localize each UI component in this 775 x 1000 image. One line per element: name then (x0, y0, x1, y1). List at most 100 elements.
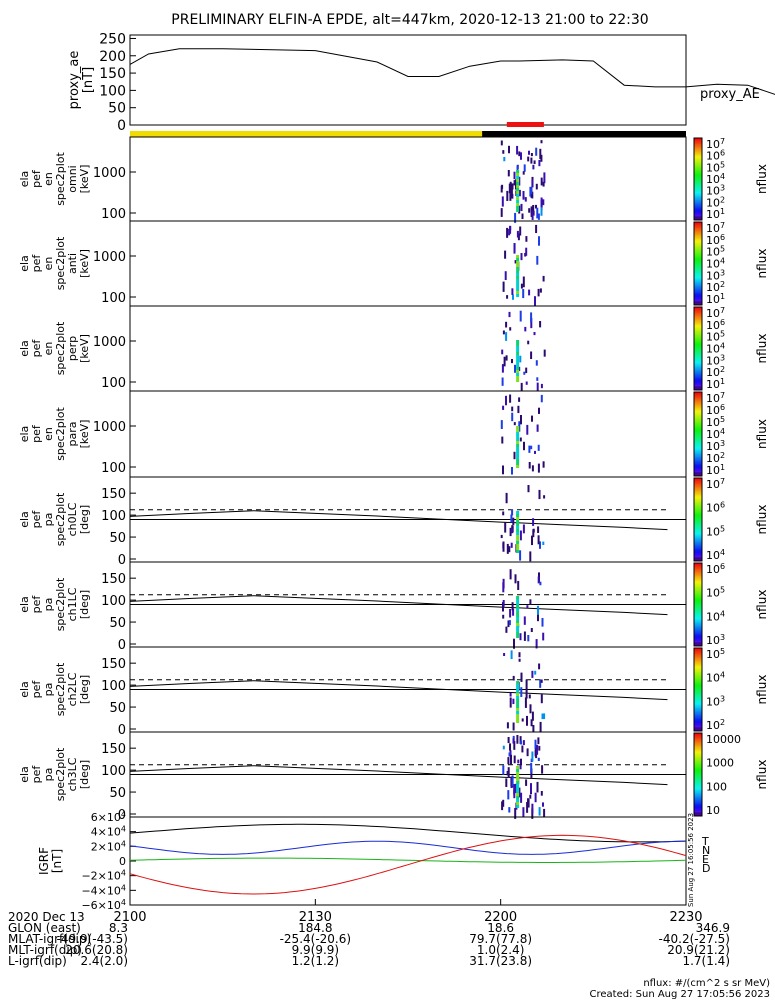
spectrogram-pixel (523, 371, 526, 375)
spectrogram-pixel (516, 608, 520, 611)
colorbar-segment (694, 498, 702, 501)
spectrogram-pixel (516, 379, 520, 382)
colorbar-segment (694, 789, 702, 792)
spectrogram-pixel (532, 164, 535, 170)
colorbar-segment (694, 543, 702, 545)
colorbar-segment (694, 420, 702, 422)
colorbar-segment (694, 795, 702, 798)
spectrogram-pixel (523, 164, 526, 172)
pa-ylabel: spec2plot (54, 492, 67, 546)
colorbar-segment (694, 583, 702, 586)
colorbar-segment (694, 253, 702, 256)
colorbar-segment (694, 155, 702, 158)
colorbar-label: nflux (755, 419, 769, 449)
colorbar-segment (694, 206, 702, 209)
colorbar-segment (694, 564, 702, 567)
spectrogram-pixel (508, 620, 511, 626)
spectrogram-pixel (516, 194, 520, 197)
pa-ylabel: [deg] (78, 505, 91, 534)
colorbar-segment (694, 338, 702, 341)
spectrogram-pixel (538, 745, 541, 751)
spectrogram-pixel (501, 436, 504, 444)
spectrogram-pixel (520, 740, 523, 745)
colorbar-segment (694, 537, 702, 540)
spectrogram-pixel (516, 182, 520, 185)
spectrogram-pixel (505, 321, 508, 328)
colorbar-segment (694, 448, 702, 450)
spectrogram-pixel (516, 435, 520, 438)
spectrogram-pixel (525, 688, 528, 699)
spectrogram-pixel (541, 765, 544, 774)
proxy-ae-ylabel: proxy_ae (67, 51, 82, 110)
colorbar-segment (694, 589, 702, 592)
colorbar-segment (694, 195, 702, 198)
energy-ylabel: perp (66, 336, 79, 361)
collection-marker (506, 122, 544, 127)
colorbar-segment (694, 548, 702, 551)
pa-ytick-label: 150 (101, 487, 126, 502)
time-tick-label: 2130 (299, 910, 332, 925)
pa-ytick-label: 50 (109, 616, 126, 631)
pa-ylabel: pef (30, 595, 43, 614)
spectrogram-pixel (516, 230, 519, 238)
colorbar-segment (694, 367, 702, 370)
spectrogram-pixel (528, 694, 531, 699)
colorbar-segment (694, 575, 702, 578)
colorbar-segment (694, 180, 702, 183)
ephemeris-value: 1.7(1.4) (682, 954, 730, 968)
colorbar-segment (694, 298, 702, 300)
colorbar-segment (694, 153, 702, 155)
spectrogram-pixel (529, 704, 532, 714)
colorbar-segment (694, 273, 702, 276)
colorbar-segment (694, 653, 702, 656)
colorbar-segment (694, 630, 702, 633)
spectrogram-pixel (516, 255, 520, 258)
spectrogram-pixel (512, 517, 515, 526)
spectrogram-pixel (516, 693, 520, 696)
pa-ytick-label: 0 (118, 723, 126, 738)
colorbar-segment (694, 693, 702, 696)
colorbar-segment (694, 763, 702, 766)
igrf-legend-label: N (702, 844, 710, 857)
colorbar-segment (694, 194, 702, 196)
spectrogram-pixel (538, 407, 540, 414)
colorbar-segment (694, 147, 702, 150)
energy-ylabel: [keV] (78, 165, 91, 194)
colorbar-segment (694, 144, 702, 147)
colorbar-segment (694, 439, 702, 442)
spectrogram-pixel (531, 751, 534, 762)
colorbar-tick-label: 10 (706, 804, 720, 817)
colorbar-segment (694, 210, 702, 213)
spectrogram-pixel (507, 170, 510, 177)
spectrogram-pixel (513, 741, 516, 750)
spectrogram-pixel (534, 450, 536, 454)
spectrogram-pixel (502, 465, 504, 475)
spectrogram-pixel (532, 725, 535, 732)
colorbar-segment (694, 601, 702, 604)
spectrogram-pixel (509, 743, 511, 751)
colorbar-tick-label: 106 (706, 233, 725, 247)
colorbar-tick-label: 107 (706, 391, 725, 405)
spectrogram-pixel (516, 438, 520, 441)
spectrogram-pixel (516, 444, 520, 447)
spectrogram-pixel (505, 355, 508, 361)
colorbar-label: nflux (755, 760, 769, 790)
colorbar-segment (694, 209, 702, 211)
spectrogram-pixel (500, 140, 503, 146)
colorbar-segment (694, 713, 702, 715)
colorbar-segment (694, 518, 702, 520)
colorbar-segment (694, 786, 702, 789)
colorbar-segment (694, 582, 702, 585)
colorbar-tick-label: 105 (706, 330, 725, 344)
colorbar-segment (694, 541, 702, 544)
colorbar-segment (694, 555, 702, 558)
colorbar-segment (694, 603, 702, 605)
colorbar-segment (694, 486, 702, 489)
colorbar-segment (694, 183, 702, 185)
colorbar-segment (694, 529, 702, 532)
spectrogram-pixel (513, 755, 516, 764)
spectrogram-pixel (516, 276, 520, 279)
colorbar-segment (694, 643, 702, 646)
colorbar-segment (694, 799, 702, 802)
